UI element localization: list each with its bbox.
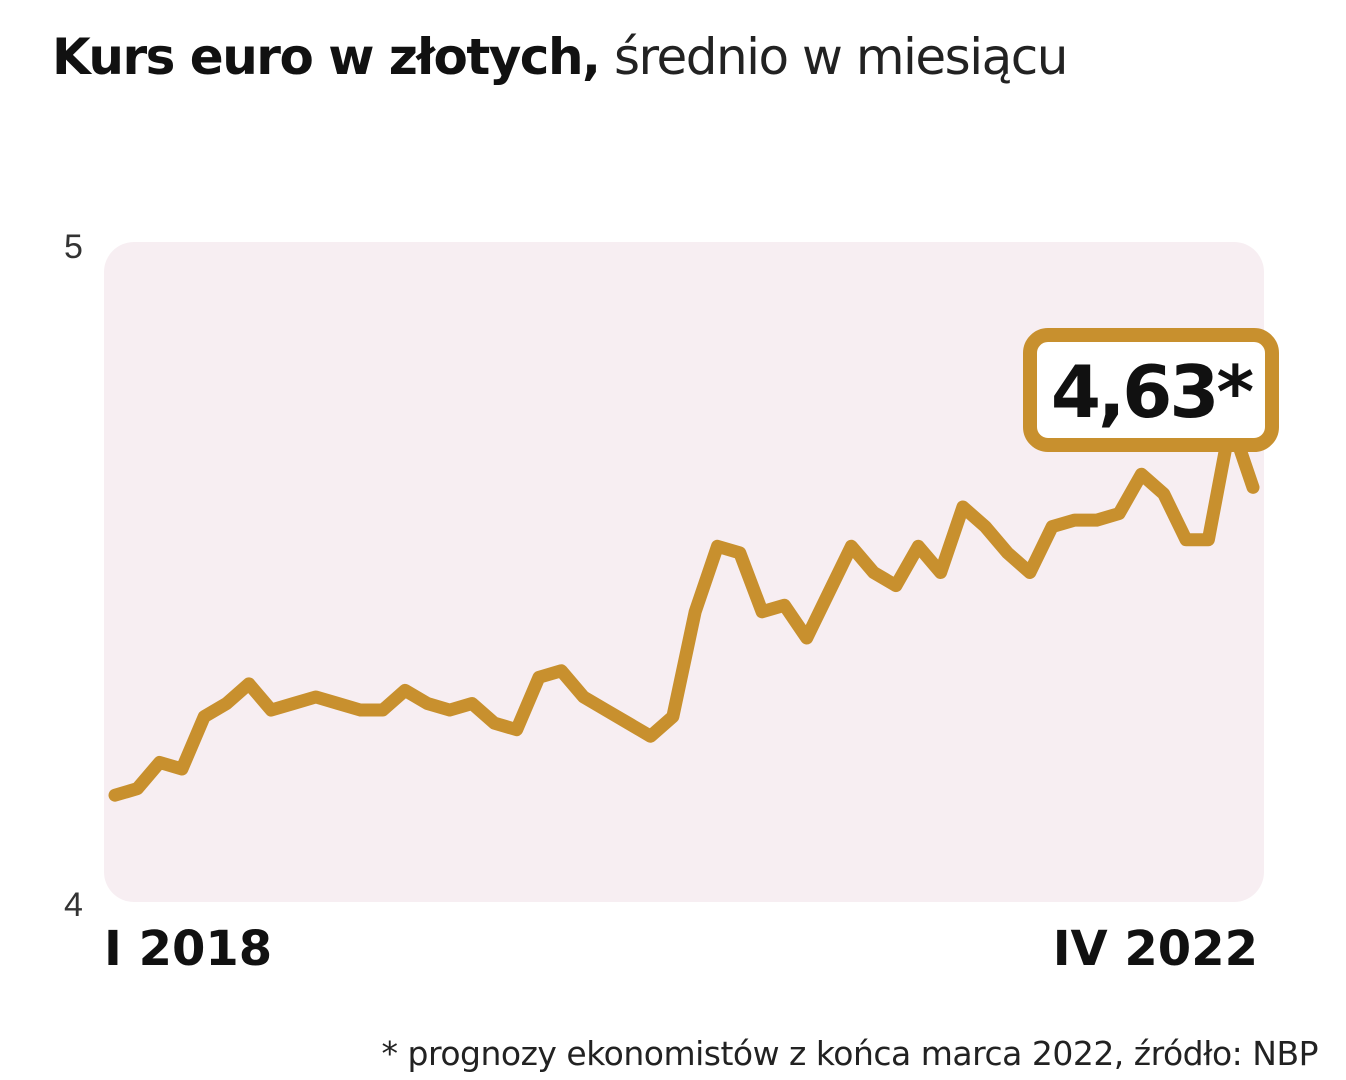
y-tick-label: 5 [64,228,83,266]
y-tick-label: 4 [64,886,83,924]
x-tick-label: IV 2022 [1053,921,1258,977]
callout-label: 4,63* [1051,350,1254,434]
title-bold: Kurs euro w złotych, [52,28,601,86]
series-line [108,415,1260,802]
chart-title: Kurs euro w złotych, średnio w miesiącu [52,28,1068,86]
title-subtitle: średnio w miesiącu [613,28,1068,86]
footnote: * prognozy ekonomistów z końca marca 202… [381,1034,1319,1073]
x-tick-label: I 2018 [104,921,272,977]
value-callout: 4,63* [1023,328,1279,452]
plot-background [104,242,1264,902]
